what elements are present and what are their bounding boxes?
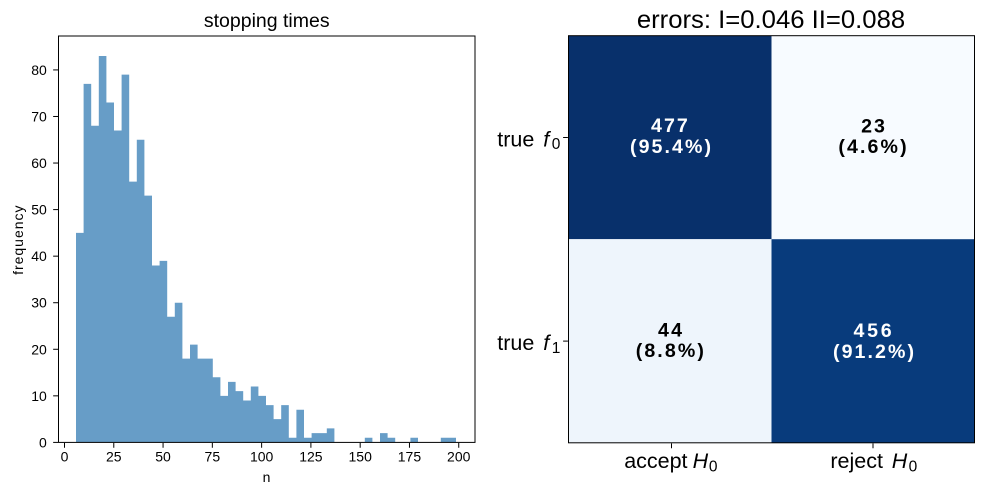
- svg-text:f: f: [543, 127, 551, 151]
- svg-text:50: 50: [155, 448, 171, 464]
- svg-text:0: 0: [709, 459, 718, 476]
- svg-text:H: H: [892, 449, 908, 473]
- svg-text:H: H: [693, 449, 709, 473]
- svg-text:stopping times: stopping times: [204, 10, 330, 32]
- svg-text:0: 0: [909, 459, 918, 476]
- svg-text:25: 25: [106, 448, 122, 464]
- svg-text:0: 0: [61, 448, 69, 464]
- svg-text:true: true: [497, 331, 534, 355]
- svg-text:10: 10: [31, 388, 47, 404]
- svg-text:accept: accept: [624, 449, 687, 473]
- svg-text:100: 100: [250, 448, 274, 464]
- svg-text:true: true: [497, 127, 534, 151]
- svg-text:70: 70: [31, 108, 47, 124]
- svg-text:1: 1: [552, 340, 561, 357]
- svg-text:175: 175: [398, 448, 422, 464]
- svg-text:errors: I=0.046 II=0.088: errors: I=0.046 II=0.088: [637, 6, 905, 34]
- svg-text:200: 200: [447, 448, 471, 464]
- svg-text:456: 456: [854, 320, 892, 342]
- svg-text:150: 150: [349, 448, 373, 464]
- svg-text:reject: reject: [830, 449, 883, 473]
- svg-text:50: 50: [31, 202, 47, 218]
- svg-text:477: 477: [651, 115, 688, 137]
- svg-text:0: 0: [552, 136, 561, 153]
- svg-text:23: 23: [861, 115, 885, 137]
- svg-text:125: 125: [299, 448, 323, 464]
- svg-text:75: 75: [205, 448, 221, 464]
- svg-text:60: 60: [31, 155, 47, 171]
- svg-text:20: 20: [31, 341, 47, 357]
- svg-text:n: n: [263, 469, 271, 485]
- svg-text:frequency: frequency: [10, 206, 26, 275]
- svg-text:(4.6%): (4.6%): [838, 136, 906, 158]
- svg-text:80: 80: [31, 62, 47, 78]
- svg-text:(8.8%): (8.8%): [636, 340, 704, 362]
- svg-text:30: 30: [31, 295, 47, 311]
- svg-text:40: 40: [31, 248, 47, 264]
- svg-text:f: f: [543, 331, 551, 355]
- svg-text:0: 0: [39, 434, 47, 450]
